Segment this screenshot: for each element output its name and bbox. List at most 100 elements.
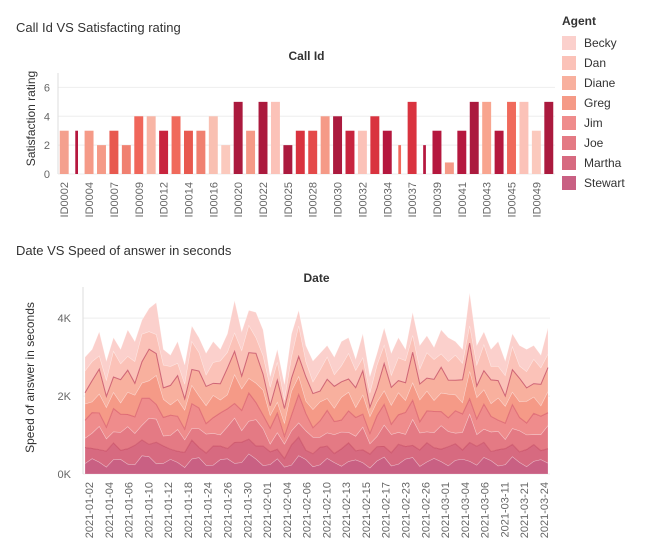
area-x-tick-label: 2021-02-10 bbox=[321, 482, 333, 538]
bar bbox=[444, 162, 454, 174]
bar-x-tick-label: ID0009 bbox=[134, 182, 146, 217]
legend-item-becky[interactable]: Becky bbox=[562, 33, 649, 53]
bar bbox=[146, 116, 156, 174]
area-x-tick-label: 2021-02-23 bbox=[401, 482, 413, 538]
legend-item-jim[interactable]: Jim bbox=[562, 113, 649, 133]
legend-label: Becky bbox=[584, 36, 617, 50]
area-x-tick-label: 2021-02-01 bbox=[262, 482, 274, 538]
area-chart: Date 0K 2K 4K Speed of answer in seconds 2021… bbox=[23, 271, 551, 538]
area-x-tick-label: 2021-01-12 bbox=[163, 482, 175, 538]
bar bbox=[75, 130, 79, 174]
bar bbox=[345, 130, 355, 174]
bar-x-tick-label: ID0049 bbox=[531, 182, 543, 217]
bar-y-tick-label: 6 bbox=[44, 82, 50, 94]
legend-title: Agent bbox=[562, 14, 596, 28]
bar bbox=[432, 130, 442, 174]
bar bbox=[308, 130, 318, 174]
area-x-tick-label: 2021-02-17 bbox=[381, 482, 393, 538]
area-x-tick-label: 2021-01-30 bbox=[242, 482, 254, 538]
bar-x-tick-label: ID0030 bbox=[333, 182, 345, 217]
legend-swatch bbox=[562, 36, 576, 50]
legend-item-martha[interactable]: Martha bbox=[562, 153, 649, 173]
bar bbox=[221, 145, 231, 174]
area-series-edge bbox=[84, 436, 549, 460]
area-x-tick-label: 2021-01-24 bbox=[203, 482, 215, 538]
legend-label: Martha bbox=[584, 156, 622, 170]
legend-item-joe[interactable]: Joe bbox=[562, 133, 649, 153]
agent-legend: Agent Becky Dan Diane Greg Jim Joe Marth… bbox=[562, 14, 649, 193]
area-x-tick-label: 2021-01-04 bbox=[104, 482, 116, 538]
bar bbox=[258, 101, 268, 174]
bar bbox=[59, 130, 69, 174]
bar bbox=[134, 116, 144, 174]
legend-item-greg[interactable]: Greg bbox=[562, 93, 649, 113]
bar bbox=[457, 130, 467, 174]
legend-item-dan[interactable]: Dan bbox=[562, 53, 649, 73]
bar-y-axis-title: Satisfaction rating bbox=[24, 71, 38, 166]
area-x-tick-label: 2021-03-24 bbox=[539, 482, 551, 538]
bar-x-tick-label: ID0016 bbox=[208, 182, 220, 217]
legend-item-diane[interactable]: Diane bbox=[562, 73, 649, 93]
bar-x-tick-label: ID0028 bbox=[308, 182, 320, 217]
bar bbox=[482, 101, 492, 174]
area-x-tick-label: 2021-01-18 bbox=[183, 482, 195, 538]
bar-section-title: Call Id VS Satisfacting rating bbox=[16, 20, 181, 35]
bar bbox=[97, 145, 106, 174]
bar bbox=[494, 130, 504, 174]
area-series-stewart bbox=[84, 453, 549, 475]
legend-label: Greg bbox=[584, 96, 611, 110]
area-x-tick-label: 2021-02-26 bbox=[420, 482, 432, 538]
bar-y-tick-label: 0 bbox=[44, 169, 50, 181]
bar bbox=[208, 116, 218, 174]
bar bbox=[519, 101, 529, 174]
bar-x-tick-label: ID0012 bbox=[159, 182, 171, 217]
bar-x-tick-label: ID0007 bbox=[109, 182, 121, 217]
bar bbox=[370, 116, 380, 174]
area-x-tick-label: 2021-03-04 bbox=[460, 482, 472, 538]
bar bbox=[544, 101, 554, 174]
bar bbox=[357, 130, 367, 174]
legend-item-stewart[interactable]: Stewart bbox=[562, 173, 649, 193]
area-x-tick-label: 2021-03-06 bbox=[480, 482, 492, 538]
legend-swatch bbox=[562, 136, 576, 150]
bar bbox=[407, 101, 417, 174]
area-y-tick-label: 0K bbox=[58, 469, 72, 481]
bar bbox=[469, 101, 479, 174]
area-x-tick-label: 2021-02-06 bbox=[302, 482, 314, 538]
legend-swatch bbox=[562, 176, 576, 190]
bar-x-tick-label: ID0004 bbox=[84, 182, 96, 217]
bar bbox=[507, 101, 516, 174]
bar-chart-title: Call Id bbox=[288, 49, 324, 63]
area-y-tick-label: 2K bbox=[58, 391, 72, 403]
bar bbox=[333, 116, 343, 174]
legend-swatch bbox=[562, 56, 576, 70]
area-x-tick-label: 2021-01-10 bbox=[143, 482, 155, 538]
legend-label: Diane bbox=[584, 76, 616, 90]
legend-swatch bbox=[562, 156, 576, 170]
legend-swatch bbox=[562, 116, 576, 130]
legend-label: Joe bbox=[584, 136, 604, 150]
bar bbox=[233, 101, 243, 174]
bar bbox=[270, 101, 280, 174]
bar-x-tick-label: ID0034 bbox=[382, 182, 394, 217]
bar-x-tick-label: ID0045 bbox=[507, 182, 519, 217]
area-x-tick-label: 2021-02-13 bbox=[341, 482, 353, 538]
bar bbox=[159, 130, 169, 174]
area-x-tick-label: 2021-03-21 bbox=[519, 482, 531, 538]
area-x-tick-label: 2021-02-15 bbox=[361, 482, 373, 538]
area-x-tick-label: 2021-03-11 bbox=[499, 482, 511, 537]
bar-chart: Call Id 0 2 4 6 Satisfaction rating ID0002 ID00… bbox=[24, 49, 555, 217]
bar-x-tick-label: ID0039 bbox=[432, 182, 444, 217]
bar bbox=[531, 130, 541, 174]
area-series-edge bbox=[84, 392, 549, 438]
legend-label: Stewart bbox=[584, 176, 625, 190]
legend-label: Jim bbox=[584, 116, 603, 130]
area-x-tick-label: 2021-03-01 bbox=[440, 482, 452, 538]
bar bbox=[398, 145, 402, 174]
bar bbox=[283, 145, 293, 174]
bar bbox=[121, 145, 131, 174]
bar-x-tick-label: ID0022 bbox=[258, 182, 270, 217]
bar bbox=[109, 130, 119, 174]
bar-x-tick-label: ID0020 bbox=[233, 182, 245, 217]
area-section-title: Date VS Speed of answer in seconds bbox=[16, 243, 232, 258]
